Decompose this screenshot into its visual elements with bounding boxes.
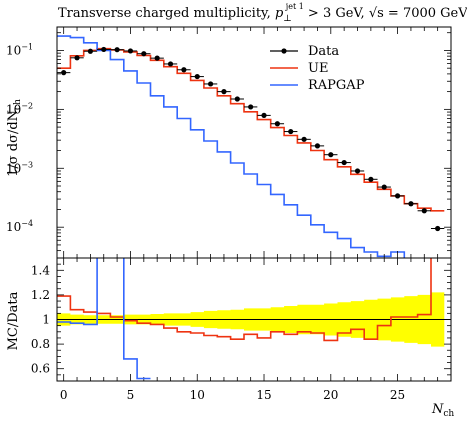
y-tick-label-ratio: 0.8 bbox=[31, 337, 50, 351]
legend-marker-data bbox=[281, 48, 287, 54]
y-axis-label-ratio: MC/Data bbox=[6, 291, 21, 350]
legend-label-ue: UE bbox=[308, 61, 328, 76]
data-point bbox=[314, 143, 321, 149]
data-point bbox=[381, 184, 387, 190]
data-point bbox=[181, 67, 187, 73]
data-point bbox=[274, 121, 280, 127]
y-tick-label-base: 10 bbox=[6, 43, 21, 57]
data-point bbox=[154, 55, 160, 61]
data-point bbox=[207, 81, 214, 87]
y-tick-label-main: 10−2 bbox=[6, 101, 33, 116]
x-tick-label: 25 bbox=[390, 388, 405, 402]
data-point bbox=[87, 48, 93, 54]
data-point bbox=[167, 61, 174, 67]
legend: Data UE RAPGAP bbox=[270, 44, 365, 93]
data-point bbox=[261, 112, 267, 118]
series-line-rapgap bbox=[57, 35, 406, 258]
data-point bbox=[127, 48, 134, 54]
ratio-data-layer bbox=[57, 258, 451, 380]
title-pt-sup: jet 1 bbox=[285, 2, 304, 11]
data-point bbox=[408, 201, 414, 207]
legend-label-data: Data bbox=[308, 44, 339, 59]
data-point bbox=[221, 89, 227, 95]
data-point bbox=[421, 208, 427, 214]
y-tick-label-main: 10−3 bbox=[6, 160, 33, 175]
y-tick-label-exp: −4 bbox=[21, 219, 33, 228]
y-tick-label-exp: −2 bbox=[21, 101, 33, 110]
data-point bbox=[368, 176, 374, 182]
title-pt-var: p bbox=[275, 6, 284, 21]
x-tick-label: 5 bbox=[127, 388, 135, 402]
data-point bbox=[394, 193, 401, 199]
title-sqrt-s: √s = 7000 GeV bbox=[369, 6, 467, 21]
data-point bbox=[194, 73, 200, 80]
y-tick-label-ratio: 1.4 bbox=[31, 263, 50, 277]
x-axis-label: Nch bbox=[431, 402, 454, 419]
ratio-line-rapgap bbox=[57, 258, 151, 380]
title-pt-sub: ⊥ bbox=[283, 14, 291, 24]
data-point bbox=[341, 159, 347, 166]
data-point bbox=[234, 96, 240, 102]
data-point bbox=[435, 225, 441, 232]
title-prefix: Transverse charged multiplicity, bbox=[58, 6, 275, 21]
y-tick-label-base: 10 bbox=[6, 102, 21, 116]
y-tick-label-exp: −1 bbox=[21, 42, 33, 51]
x-tick-label: 15 bbox=[256, 388, 271, 402]
y-tick-label-base: 10 bbox=[6, 161, 21, 175]
data-point bbox=[141, 51, 147, 57]
data-point bbox=[114, 47, 120, 53]
legend-label-rapgap: RAPGAP bbox=[308, 78, 365, 93]
data-point bbox=[74, 55, 80, 61]
y-axis-label-main: 1/σ dσ/dNch bbox=[6, 99, 23, 177]
x-tick-label: 20 bbox=[323, 388, 338, 402]
y-tick-label-ratio: 0.6 bbox=[31, 362, 50, 376]
title-cut: > 3 GeV, bbox=[304, 6, 369, 21]
data-point bbox=[354, 168, 361, 174]
y-tick-label-main: 10−4 bbox=[6, 219, 33, 234]
y-axis-label-main-text: 1/σ dσ/dN bbox=[6, 110, 21, 177]
x-tick-label: 10 bbox=[190, 388, 205, 402]
y-tick-label-ratio: 1 bbox=[42, 313, 50, 327]
data-point bbox=[301, 136, 307, 142]
y-tick-label-exp: −3 bbox=[21, 160, 33, 169]
y-axis-label-main-sub: ch bbox=[13, 99, 23, 110]
ratio-panel: 0 5 10 15 20 25 0.6 0.8 1 1.2 1.4 bbox=[31, 257, 452, 402]
main-panel: 10−110−210−310−4 bbox=[6, 26, 452, 259]
data-point bbox=[328, 152, 334, 158]
data-point bbox=[288, 128, 294, 135]
y-tick-label-ratio: 1.2 bbox=[31, 288, 50, 302]
data-point bbox=[248, 104, 254, 110]
main-data-layer bbox=[57, 35, 445, 258]
data-point bbox=[101, 46, 107, 53]
x-tick-label: 0 bbox=[60, 388, 68, 402]
y-tick-label-main: 10−1 bbox=[6, 42, 33, 57]
data-point bbox=[61, 70, 67, 76]
x-axis-label-text: N bbox=[431, 402, 444, 417]
x-axis-label-sub: ch bbox=[443, 409, 454, 419]
main-panel-frame bbox=[56, 26, 452, 259]
y-tick-label-base: 10 bbox=[6, 220, 21, 234]
plot-title: Transverse charged multiplicity, p⊥ jet 1… bbox=[58, 2, 467, 24]
